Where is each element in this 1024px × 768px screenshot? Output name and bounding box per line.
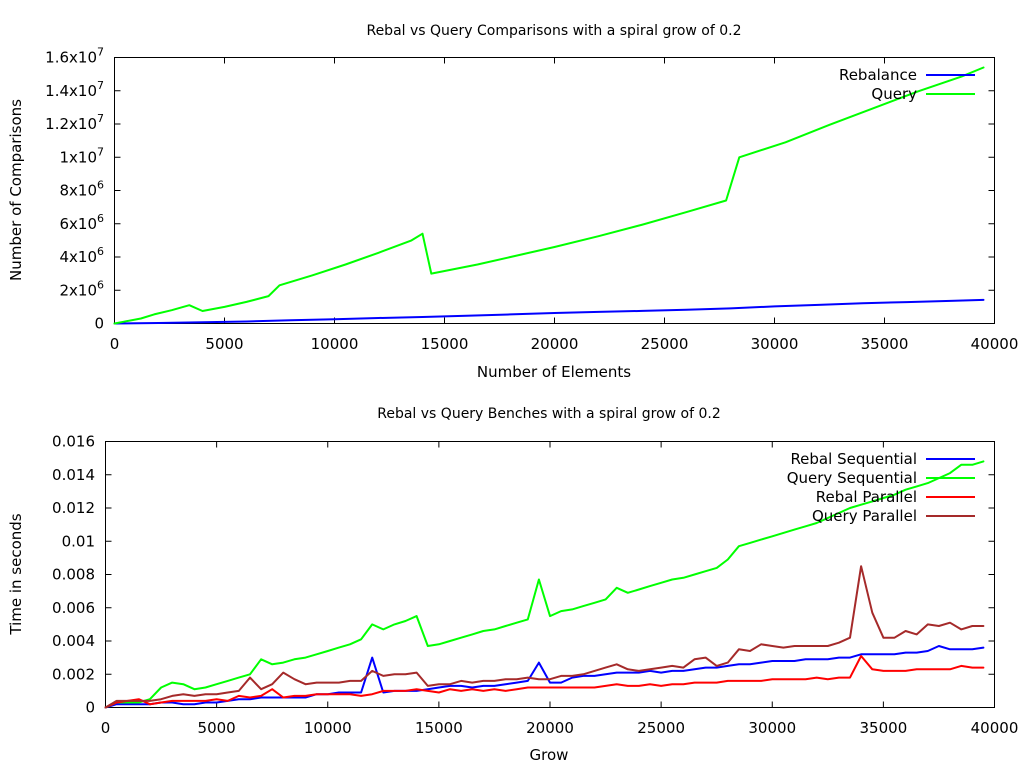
series-line-2	[113, 66, 985, 325]
x-axis-label: Number of Elements	[477, 363, 631, 381]
y-tick-label: 1.6x107	[45, 46, 104, 67]
y-tick-label: 0.002	[52, 665, 95, 683]
series-line-3	[104, 655, 985, 709]
y-tick-label: 0.016	[52, 433, 95, 451]
x-tick-label: 20000	[531, 335, 579, 353]
x-tick-label: 0	[101, 719, 111, 737]
legend-label: Query	[871, 85, 917, 103]
series-lines	[113, 66, 985, 325]
y-tick-label: 0	[85, 699, 95, 717]
x-tick-label: 5000	[198, 719, 236, 737]
x-tick-label: 30000	[751, 335, 799, 353]
y-axis-label: Time in seconds	[7, 513, 25, 635]
chart-title: Rebal vs Query Comparisons with a spiral…	[366, 23, 741, 39]
y-tick-label: 0	[94, 315, 104, 333]
series-line-1	[113, 298, 985, 325]
x-tick-label: 0	[110, 335, 120, 353]
y-tick-label: 8x106	[59, 179, 104, 200]
y-tick-label: 0.004	[52, 632, 95, 650]
x-tick-label: 5000	[205, 335, 243, 353]
x-tick-label: 25000	[641, 335, 689, 353]
x-tick-label: 10000	[304, 719, 352, 737]
y-tick-label: 0.01	[62, 532, 95, 550]
x-tick-label: 15000	[421, 335, 469, 353]
y-tick-label: 1.4x107	[45, 79, 104, 100]
axis-ticks: 0 5000 10000 15000 20000 25000 30000 35000 40000…	[52, 433, 1018, 738]
legend-label: Rebalance	[839, 66, 917, 84]
series-line-4	[104, 565, 985, 709]
y-tick-label: 0.006	[52, 599, 95, 617]
legend-label: Query Sequential	[787, 469, 917, 487]
x-tick-label: 40000	[971, 719, 1019, 737]
y-tick-label: 4x106	[59, 245, 104, 266]
series-line-2	[104, 460, 985, 709]
y-tick-label: 2x106	[59, 278, 104, 299]
y-tick-label: 6x106	[59, 212, 104, 233]
y-tick-label: 0.008	[52, 566, 95, 584]
axis-ticks: 0 5000 10000 15000 20000 25000 30000 35000 40000…	[45, 46, 1018, 354]
x-tick-label: 40000	[971, 335, 1019, 353]
x-tick-label: 35000	[860, 719, 908, 737]
x-tick-label: 15000	[415, 719, 463, 737]
legend-label: Query Parallel	[812, 507, 917, 525]
chart-title: Rebal vs Query Benches with a spiral gro…	[377, 406, 721, 422]
comparisons-chart: Rebal vs Query Comparisons with a spiral…	[7, 23, 1018, 381]
legend-label: Rebal Sequential	[790, 450, 917, 468]
y-tick-label: 0.012	[52, 499, 95, 517]
x-tick-label: 10000	[311, 335, 359, 353]
x-tick-label: 30000	[748, 719, 796, 737]
series-line-1	[104, 645, 985, 709]
series-lines	[104, 460, 985, 709]
x-tick-label: 25000	[637, 719, 685, 737]
x-tick-label: 20000	[526, 719, 574, 737]
y-tick-label: 1x107	[59, 145, 104, 166]
benches-chart: Rebal vs Query Benches with a spiral gro…	[7, 406, 1018, 764]
y-axis-label: Number of Comparisons	[7, 99, 25, 281]
legend-label: Rebal Parallel	[816, 488, 917, 506]
x-tick-label: 35000	[861, 335, 909, 353]
y-tick-label: 1.2x107	[45, 112, 104, 133]
x-axis-label: Grow	[530, 746, 569, 764]
y-tick-label: 0.014	[52, 466, 95, 484]
